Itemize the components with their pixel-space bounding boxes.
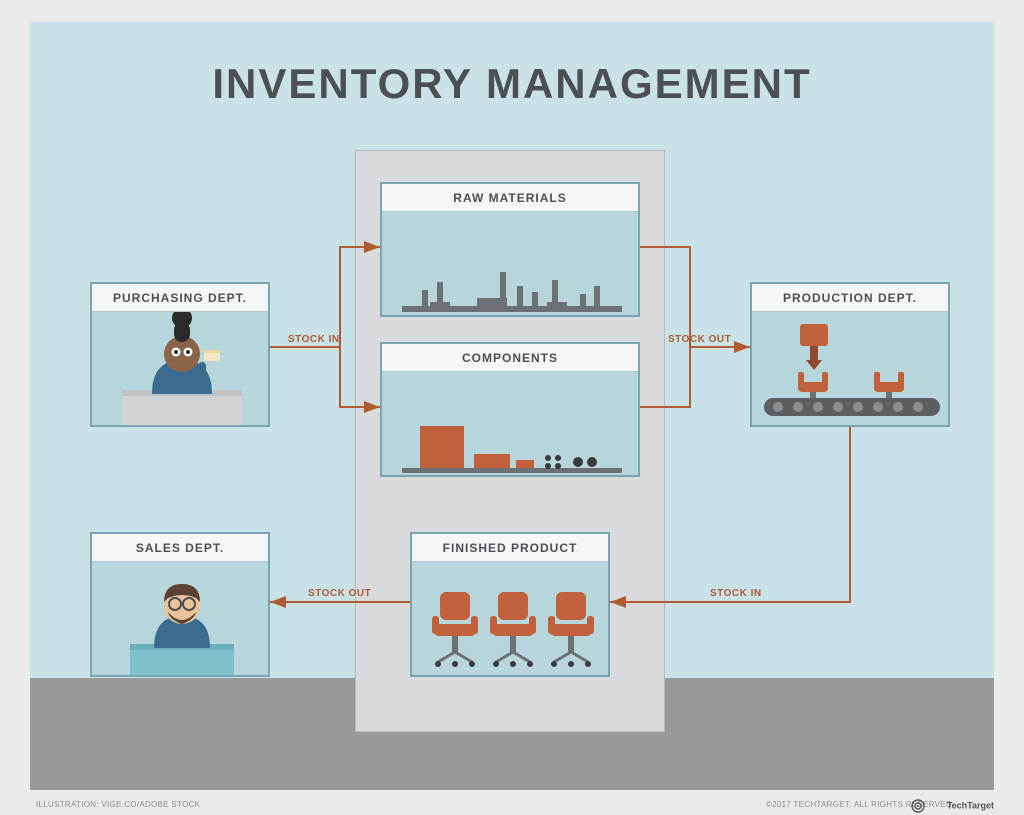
sales-person-icon <box>92 562 268 675</box>
production-conveyor-icon <box>752 312 948 425</box>
node-label: SALES DEPT. <box>92 534 268 562</box>
edge-label-stock-out-1: STOCK OUT <box>668 334 731 345</box>
node-label: PRODUCTION DEPT. <box>752 284 948 312</box>
node-body <box>752 312 948 425</box>
title: INVENTORY MANAGEMENT <box>30 60 994 108</box>
node-label: PURCHASING DEPT. <box>92 284 268 312</box>
logo-techtarget: TechTarget <box>911 799 994 813</box>
canvas: INVENTORY MANAGEMENT STOCK IN STOCK OUT … <box>30 22 994 790</box>
edge-label-stock-in-2: STOCK IN <box>710 588 762 599</box>
node-body <box>92 312 268 425</box>
edge-label-stock-in-1: STOCK IN <box>288 334 340 345</box>
node-label: FINISHED PRODUCT <box>412 534 608 562</box>
credits-left: ILLUSTRATION: VIGE.CO/ADOBE STOCK <box>36 800 200 809</box>
node-raw: RAW MATERIALS <box>380 182 640 317</box>
node-components: COMPONENTS <box>380 342 640 477</box>
node-finished: FINISHED PRODUCT <box>410 532 610 677</box>
purchasing-person-icon <box>92 312 268 425</box>
node-label: COMPONENTS <box>382 344 638 372</box>
node-sales: SALES DEPT. <box>90 532 270 677</box>
node-production: PRODUCTION DEPT. <box>750 282 950 427</box>
page: INVENTORY MANAGEMENT STOCK IN STOCK OUT … <box>0 0 1024 815</box>
edge-label-stock-out-2: STOCK OUT <box>308 588 371 599</box>
node-body <box>412 562 608 675</box>
node-label: RAW MATERIALS <box>382 184 638 212</box>
node-body <box>382 212 638 315</box>
raw-materials-icon <box>382 212 638 315</box>
components-icon <box>382 372 638 475</box>
node-body <box>92 562 268 675</box>
finished-chairs-icon <box>412 562 608 675</box>
node-purchasing: PURCHASING DEPT. <box>90 282 270 427</box>
node-body <box>382 372 638 475</box>
